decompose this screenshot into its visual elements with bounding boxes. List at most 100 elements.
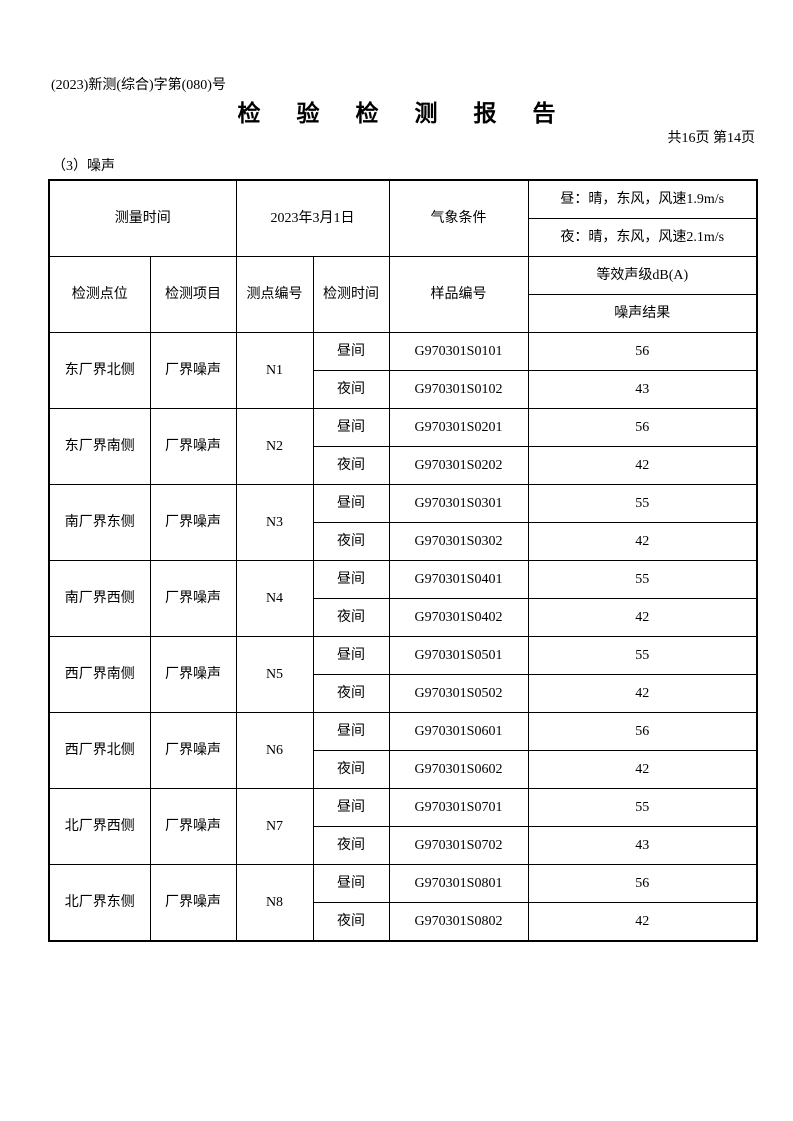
sample-no-cell: G970301S0402: [388, 598, 529, 637]
sample-no-cell: G970301S0102: [388, 370, 529, 409]
result-cell: 42: [527, 522, 758, 561]
period-cell: 夜间: [312, 446, 390, 485]
table-row: 东厂界北侧 厂界噪声 N1 昼间 G970301S0101 56: [48, 332, 758, 409]
period-cell: 夜间: [312, 598, 390, 637]
location-cell: 东厂界南侧: [48, 408, 151, 485]
point-no-cell: N6: [235, 712, 314, 789]
item-cell: 厂界噪声: [149, 560, 237, 637]
item-cell: 厂界噪声: [149, 864, 237, 942]
table-row: 夜间 G970301S0102 43: [49, 370, 758, 409]
point-no-cell: N3: [235, 484, 314, 561]
period-cell: 昼间: [312, 636, 390, 675]
table-row: 夜间 G970301S0402 42: [49, 598, 758, 637]
period-cell: 夜间: [312, 370, 390, 409]
column-header-period: 检测时间: [312, 256, 390, 333]
location-cell: 西厂界北侧: [48, 712, 151, 789]
location-cell: 南厂界东侧: [48, 484, 151, 561]
item-cell: 厂界噪声: [149, 636, 237, 713]
item-cell: 厂界噪声: [149, 408, 237, 485]
period-cell: 昼间: [312, 332, 390, 371]
table-row: 北厂界西侧 厂界噪声 N7 昼间 G970301S0701 55: [48, 788, 758, 865]
table-row: 南厂界东侧 厂界噪声 N3 昼间 G970301S0301 55: [48, 484, 758, 561]
sample-no-cell: G970301S0501: [388, 636, 529, 675]
measure-date: 2023年3月1日: [235, 179, 390, 257]
table-row: 夜间 G970301S0702 43: [49, 826, 758, 865]
measure-time-label: 测量时间: [48, 179, 237, 257]
result-cell: 43: [527, 370, 758, 409]
table-row: 南厂界西侧 厂界噪声 N4 昼间 G970301S0401 55: [48, 560, 758, 637]
result-cell: 56: [527, 332, 758, 371]
page-info: 共16页 第14页: [667, 131, 756, 146]
period-cell: 昼间: [312, 408, 390, 447]
point-no-cell: N5: [235, 636, 314, 713]
column-header-point-no: 测点编号: [235, 256, 314, 333]
sample-no-cell: G970301S0602: [388, 750, 529, 789]
sample-no-cell: G970301S0802: [388, 902, 529, 942]
column-header-sample-no: 样品编号: [388, 256, 529, 333]
period-cell: 昼间: [312, 788, 390, 827]
result-cell: 55: [527, 788, 758, 827]
period-cell: 昼间: [312, 864, 390, 903]
period-cell: 昼间: [312, 712, 390, 751]
period-cell: 昼间: [312, 484, 390, 523]
weather-label: 气象条件: [388, 179, 529, 257]
table-row: 夜间 G970301S0802 42: [49, 902, 758, 942]
result-cell: 42: [527, 674, 758, 713]
sample-no-cell: G970301S0302: [388, 522, 529, 561]
item-cell: 厂界噪声: [149, 332, 237, 409]
column-header-location: 检测点位: [48, 256, 151, 333]
column-header-item: 检测项目: [149, 256, 237, 333]
sample-no-cell: G970301S0201: [388, 408, 529, 447]
point-no-cell: N4: [235, 560, 314, 637]
result-cell: 56: [527, 864, 758, 903]
result-cell: 42: [527, 598, 758, 637]
result-cell: 42: [527, 750, 758, 789]
period-cell: 夜间: [312, 674, 390, 713]
result-cell: 55: [527, 560, 758, 599]
table-row: 夜间 G970301S0502 42: [49, 674, 758, 713]
sample-no-cell: G970301S0301: [388, 484, 529, 523]
period-cell: 夜间: [312, 750, 390, 789]
point-no-cell: N1: [235, 332, 314, 409]
point-no-cell: N2: [235, 408, 314, 485]
sample-no-cell: G970301S0502: [388, 674, 529, 713]
item-cell: 厂界噪声: [149, 712, 237, 789]
result-cell: 43: [527, 826, 758, 865]
period-cell: 夜间: [312, 902, 390, 942]
sample-no-cell: G970301S0601: [388, 712, 529, 751]
location-cell: 北厂界西侧: [48, 788, 151, 865]
sample-no-cell: G970301S0701: [388, 788, 529, 827]
table-row: 夜间 G970301S0602 42: [49, 750, 758, 789]
location-cell: 东厂界北侧: [48, 332, 151, 409]
table-row: 西厂界南侧 厂界噪声 N5 昼间 G970301S0501 55: [48, 636, 758, 713]
item-cell: 厂界噪声: [149, 484, 237, 561]
reference-number: (2023)新测(综合)字第(080)号: [51, 78, 226, 93]
period-cell: 夜间: [312, 826, 390, 865]
table-row: 夜间 G970301S0302 42: [49, 522, 758, 561]
sample-no-cell: G970301S0801: [388, 864, 529, 903]
column-header-result: 噪声结果: [527, 294, 758, 333]
location-cell: 西厂界南侧: [48, 636, 151, 713]
weather-night: 夜：晴，东风，风速2.1m/s: [527, 218, 758, 257]
location-cell: 北厂界东侧: [48, 864, 151, 942]
result-cell: 55: [527, 636, 758, 675]
table-row: 夜间 G970301S0202 42: [49, 446, 758, 485]
result-cell: 42: [527, 902, 758, 942]
noise-results-table: 测量时间 2023年3月1日 气象条件 昼：晴，东风，风速1.9m/s 夜：晴，…: [48, 179, 758, 942]
sample-no-cell: G970301S0702: [388, 826, 529, 865]
weather-day: 昼：晴，东风，风速1.9m/s: [527, 179, 758, 219]
table-row: 西厂界北侧 厂界噪声 N6 昼间 G970301S0601 56: [48, 712, 758, 789]
table-row: 北厂界东侧 厂界噪声 N8 昼间 G970301S0801 56: [48, 864, 758, 942]
table-row: 东厂界南侧 厂界噪声 N2 昼间 G970301S0201 56: [48, 408, 758, 485]
result-cell: 56: [527, 712, 758, 751]
sample-no-cell: G970301S0202: [388, 446, 529, 485]
period-cell: 夜间: [312, 522, 390, 561]
location-cell: 南厂界西侧: [48, 560, 151, 637]
sample-no-cell: G970301S0401: [388, 560, 529, 599]
point-no-cell: N7: [235, 788, 314, 865]
page-title: 检 验 检 测 报 告: [237, 101, 570, 127]
sample-no-cell: G970301S0101: [388, 332, 529, 371]
column-header-level-group: 等效声级dB(A): [527, 256, 758, 295]
point-no-cell: N8: [235, 864, 314, 942]
item-cell: 厂界噪声: [149, 788, 237, 865]
